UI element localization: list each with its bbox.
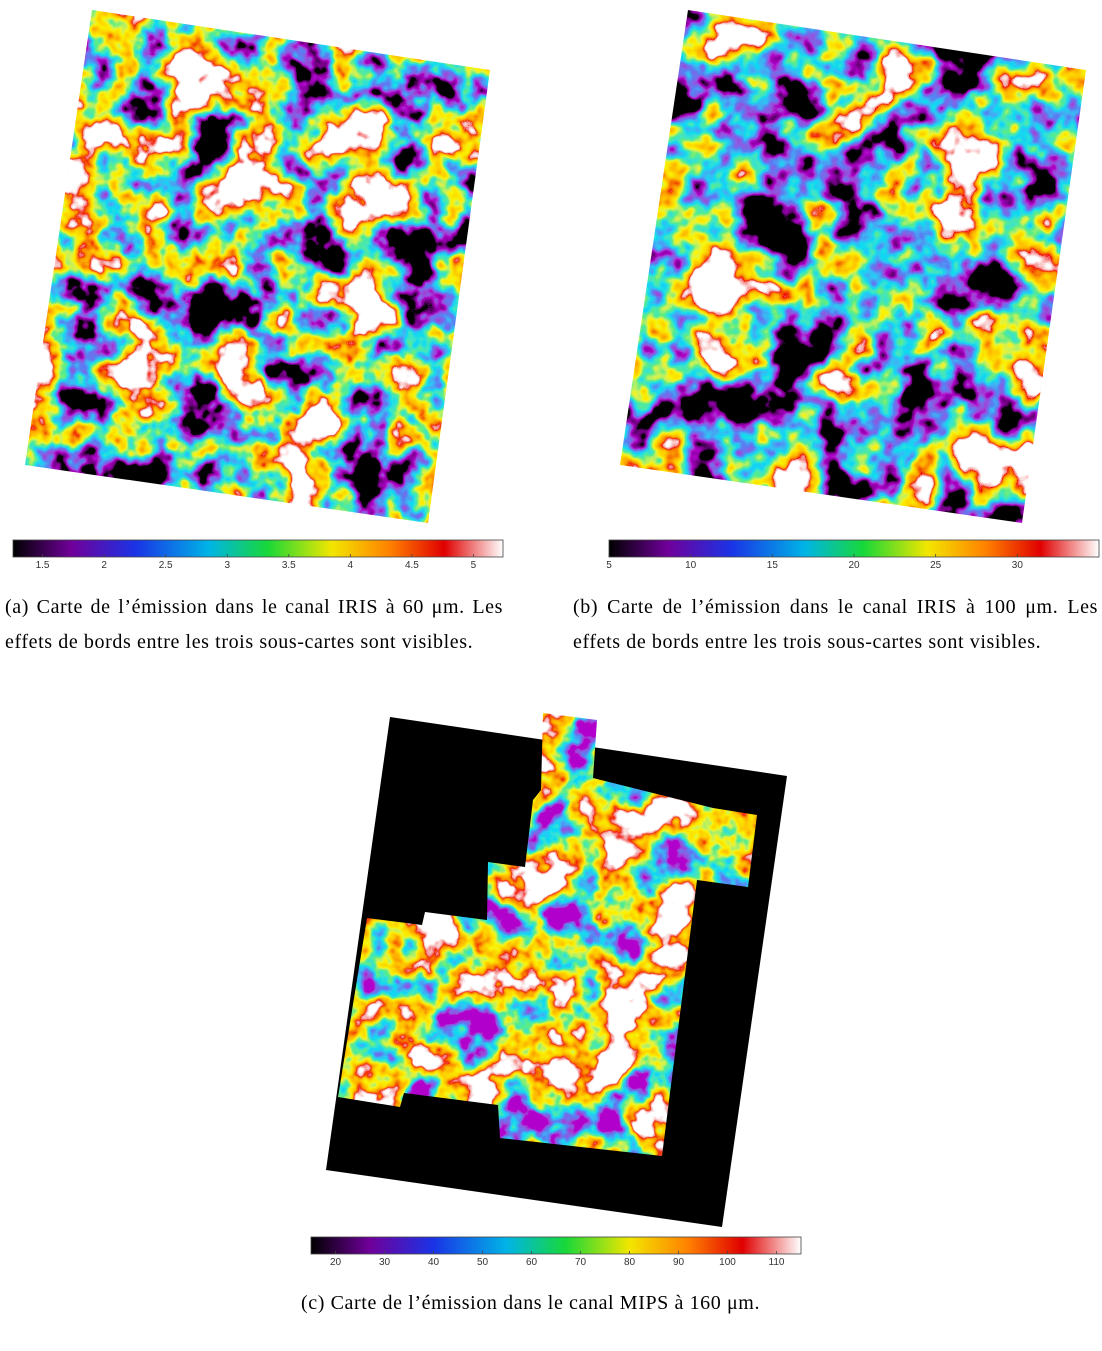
map-c (338, 713, 757, 1156)
colorbar-tick-label: 2 (101, 560, 107, 571)
caption-a: (a) Carte de l’émission dans le canal IR… (5, 590, 503, 660)
colorbar-tick-label: 20 (848, 560, 860, 571)
caption-b: (b) Carte de l’émission dans le canal IR… (573, 590, 1098, 660)
caption-text: Carte de l’émission dans le canal IRIS à… (5, 596, 503, 653)
colorbar-tick-label: 5 (606, 560, 612, 571)
map-a (25, 10, 490, 523)
colorbar (12, 539, 504, 558)
colorbar-tick-label: 40 (428, 1257, 440, 1268)
colorbar-tick-label: 25 (930, 560, 942, 571)
colorbar-tick-label: 80 (624, 1257, 636, 1268)
colorbar-tick-label: 90 (673, 1257, 685, 1268)
caption-text: Carte de l’émission dans le canal MIPS à… (330, 1292, 761, 1314)
colorbar-tick-label: 60 (526, 1257, 538, 1268)
caption-c: (c) Carte de l’émission dans le canal MI… (301, 1286, 801, 1321)
colorbar-tick-label: 5 (471, 560, 477, 571)
caption-label: (b) (573, 596, 599, 618)
caption-text: Carte de l’émission dans le canal IRIS à… (573, 596, 1098, 653)
colorbar-tick-label: 4.5 (405, 560, 419, 571)
colorbar-tick-label: 30 (1012, 560, 1024, 571)
colorbar-tick-label: 1.5 (36, 560, 50, 571)
colorbar-tick-label: 2.5 (159, 560, 173, 571)
caption-label: (a) (5, 596, 29, 618)
map-b (620, 10, 1086, 523)
colorbar-tick-label: 100 (719, 1257, 736, 1268)
colorbar-tick-label: 3.5 (282, 560, 296, 571)
colorbar-tick-label: 20 (330, 1257, 342, 1268)
colorbar-tick-label: 50 (477, 1257, 489, 1268)
colorbar-tick-label: 70 (575, 1257, 587, 1268)
colorbar-tick-label: 110 (769, 1257, 785, 1268)
colorbar-tick-label: 30 (379, 1257, 391, 1268)
colorbar-tick-label: 15 (767, 560, 779, 571)
caption-label: (c) (301, 1292, 325, 1314)
colorbar (310, 1236, 802, 1255)
colorbar-tick-label: 4 (348, 560, 354, 571)
colorbar-tick-label: 10 (685, 560, 697, 571)
colorbar-tick-label: 3 (224, 560, 230, 571)
